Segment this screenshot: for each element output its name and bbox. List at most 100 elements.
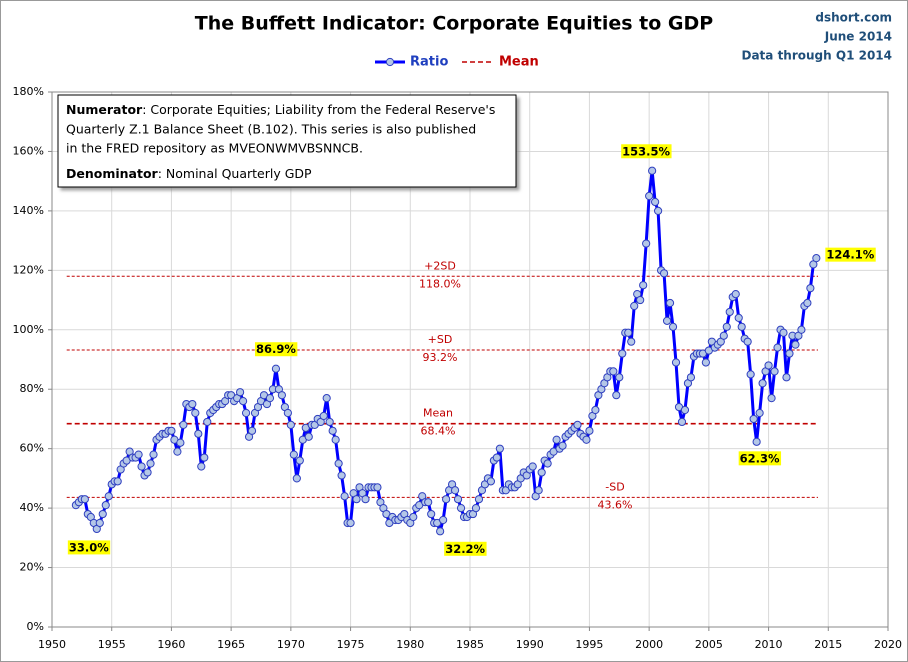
legend-label: Ratio [410, 55, 448, 70]
data-point [203, 417, 212, 427]
reference-value: 68.4% [421, 425, 456, 438]
data-point [773, 343, 782, 352]
y-tick-label: 60% [20, 442, 44, 455]
data-point [101, 501, 110, 510]
reference-value: 43.6% [598, 498, 633, 511]
data-point [758, 379, 767, 388]
data-point [191, 408, 200, 418]
data-point [782, 373, 791, 382]
data-point [680, 405, 690, 415]
point-label: 86.9% [256, 342, 296, 356]
x-tick-label: 1960 [157, 638, 185, 651]
data-point [636, 295, 645, 305]
data-point [615, 373, 624, 382]
data-point [176, 438, 185, 447]
note-label: Numerator [66, 102, 143, 117]
data-point [785, 349, 794, 358]
data-point [134, 450, 143, 459]
data-point [295, 456, 304, 465]
data-point [277, 391, 286, 400]
point-label-bg [444, 541, 487, 556]
data-point [352, 495, 361, 504]
data-point [149, 450, 158, 459]
data-point [95, 518, 104, 528]
x-tick-label: 1950 [38, 638, 66, 651]
data-point [289, 450, 298, 459]
data-point [812, 254, 821, 263]
x-tick-label: 1970 [277, 638, 305, 651]
data-point [337, 471, 346, 480]
data-point [236, 388, 245, 397]
y-tick-label: 180% [13, 85, 44, 98]
data-point [319, 411, 328, 421]
x-tick-label: 2015 [814, 638, 842, 651]
data-point [104, 492, 113, 501]
point-label: 62.3% [740, 451, 780, 465]
data-point [651, 197, 660, 207]
data-point [265, 394, 275, 403]
point-label: 33.0% [69, 540, 109, 554]
data-point [304, 432, 313, 441]
data-point [283, 408, 292, 418]
data-point [719, 331, 728, 340]
x-tick-label: 1985 [456, 638, 484, 651]
data-point [749, 414, 758, 424]
x-tick-label: 2010 [755, 638, 783, 651]
y-tick-label: 120% [13, 263, 44, 276]
data-point [767, 394, 776, 403]
data-point [803, 298, 812, 308]
data-point [346, 518, 355, 528]
data-point [645, 191, 654, 201]
data-point [665, 298, 675, 308]
note-line: Denominator: Nominal Quarterly GDP [66, 166, 312, 181]
y-tick-label: 140% [13, 204, 44, 217]
x-tick-label: 1965 [217, 638, 245, 651]
data-point [188, 399, 197, 409]
point-label: 124.1% [826, 248, 874, 262]
data-point [755, 408, 764, 418]
x-tick-label: 1980 [396, 638, 424, 651]
data-point [534, 486, 543, 495]
point-label-bg [825, 247, 876, 262]
plot-frame [51, 91, 889, 628]
point-label: 153.5% [622, 144, 670, 158]
data-point [558, 441, 567, 450]
data-point [573, 420, 582, 429]
data-point [630, 301, 639, 311]
x-tick-label: 1995 [575, 638, 603, 651]
data-point [137, 462, 146, 471]
data-point [197, 462, 206, 471]
data-point [453, 495, 463, 504]
data-point [492, 453, 501, 462]
data-point [618, 349, 627, 358]
data-point [373, 483, 382, 492]
data-point [292, 474, 301, 483]
data-point [642, 239, 651, 248]
data-point [701, 358, 710, 367]
data-point [340, 492, 349, 501]
y-tick-label: 20% [20, 561, 44, 574]
data-point [722, 322, 731, 331]
data-point [325, 417, 334, 427]
data-point [200, 453, 209, 462]
data-point [537, 468, 546, 477]
data-point [194, 429, 203, 438]
x-tick-label: 1990 [516, 638, 544, 651]
data-point [409, 512, 418, 522]
data-point [743, 337, 752, 346]
data-point [322, 394, 331, 403]
reference-value: 118.0% [419, 277, 461, 290]
data-point [241, 408, 251, 418]
data-point [639, 281, 648, 290]
data-point [424, 498, 433, 507]
y-tick-label: 40% [20, 501, 44, 514]
source: Data through Q1 2014 [742, 49, 893, 63]
data-point [746, 370, 755, 379]
data-point [334, 459, 343, 468]
data-point [797, 325, 806, 334]
data-point [609, 367, 618, 376]
point-label-bg [738, 451, 782, 466]
reference-label: Mean [423, 407, 453, 420]
reference-label: +SD [428, 333, 453, 346]
x-tick-label: 2005 [695, 638, 723, 651]
